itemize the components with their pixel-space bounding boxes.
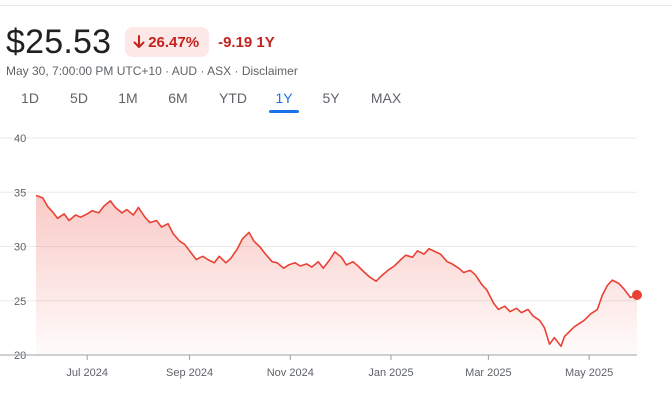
range-tab-1y[interactable]: 1Y [269, 88, 299, 113]
price-line [35, 194, 638, 348]
range-selector: 1D 5D 1M 6M YTD 1Y 5Y MAX [0, 88, 672, 114]
price-area-fill [36, 195, 637, 355]
y-tick-label: 25 [14, 296, 26, 308]
x-tick-label: Sep 2024 [166, 367, 213, 379]
y-tick-label: 30 [14, 242, 26, 254]
currency: AUD [171, 64, 198, 78]
x-tick-label: Jul 2024 [66, 367, 108, 379]
exchange: ASX [207, 64, 232, 78]
separator: · [200, 64, 205, 78]
top-divider [0, 5, 672, 6]
percent-change-badge: 26.47% [125, 27, 210, 57]
range-tab-5d[interactable]: 5D [70, 90, 88, 106]
quote-meta: May 30, 7:00:00 PM UTC+10 · AUD · ASX · … [6, 64, 298, 78]
range-tab-1d[interactable]: 1D [21, 90, 39, 106]
arrow-down-icon [133, 35, 145, 48]
range-tab-ytd[interactable]: YTD [219, 90, 247, 106]
separator: · [234, 64, 239, 78]
current-price: $25.53 [6, 23, 112, 61]
x-tick-label: May 2025 [565, 367, 613, 379]
absolute-change: -9.19 1Y [218, 33, 275, 51]
separator: · [165, 64, 170, 78]
quote-header: $25.53 26.47% -9.19 1Y [6, 22, 275, 62]
range-tab-5y[interactable]: 5Y [322, 90, 340, 106]
y-tick-label: 40 [14, 133, 26, 145]
x-tick-label: Jan 2025 [368, 367, 413, 379]
x-tick-label: Nov 2024 [267, 367, 314, 379]
range-tab-6m[interactable]: 6M [168, 90, 188, 106]
y-tick-label: 35 [14, 187, 26, 199]
percent-change: 26.47% [148, 33, 200, 51]
x-tick-label: Mar 2025 [465, 367, 511, 379]
disclaimer-link[interactable]: Disclaimer [241, 64, 298, 78]
range-tab-max[interactable]: MAX [370, 90, 402, 106]
price-chart[interactable]: 20 25 30 35 40 Jul 2024 Sep 2024 Nov 2024 Jan 20… [0, 120, 672, 400]
timestamp: May 30, 7:00:00 PM UTC+10 [6, 64, 162, 78]
current-price-dot [632, 289, 642, 300]
range-tab-1m[interactable]: 1M [118, 90, 138, 106]
y-tick-label: 20 [14, 350, 26, 362]
